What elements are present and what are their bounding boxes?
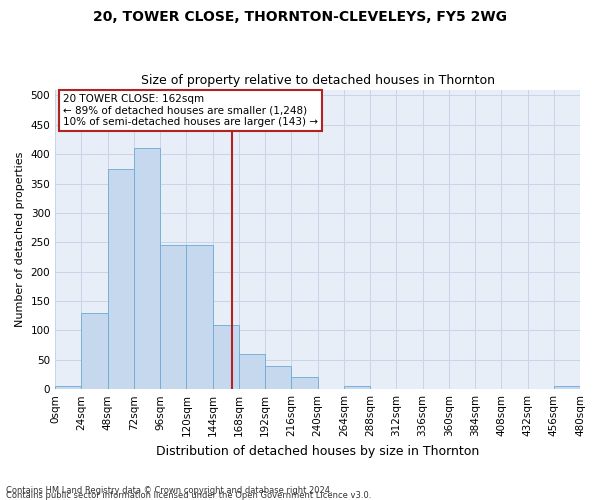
Bar: [134, 148, 160, 389]
Bar: [187, 245, 212, 389]
Bar: [107, 169, 134, 389]
Text: Contains public sector information licensed under the Open Government Licence v3: Contains public sector information licen…: [6, 491, 371, 500]
Text: 20 TOWER CLOSE: 162sqm
← 89% of detached houses are smaller (1,248)
10% of semi-: 20 TOWER CLOSE: 162sqm ← 89% of detached…: [63, 94, 318, 127]
Bar: [344, 386, 370, 389]
Bar: [212, 324, 239, 389]
Bar: [160, 245, 187, 389]
Title: Size of property relative to detached houses in Thornton: Size of property relative to detached ho…: [140, 74, 494, 87]
Bar: [239, 354, 265, 389]
Y-axis label: Number of detached properties: Number of detached properties: [15, 152, 25, 327]
Bar: [55, 386, 82, 389]
Text: 20, TOWER CLOSE, THORNTON-CLEVELEYS, FY5 2WG: 20, TOWER CLOSE, THORNTON-CLEVELEYS, FY5…: [93, 10, 507, 24]
X-axis label: Distribution of detached houses by size in Thornton: Distribution of detached houses by size …: [156, 444, 479, 458]
Bar: [292, 378, 317, 389]
Bar: [82, 313, 107, 389]
Text: Contains HM Land Registry data © Crown copyright and database right 2024.: Contains HM Land Registry data © Crown c…: [6, 486, 332, 495]
Bar: [265, 366, 292, 389]
Bar: [554, 386, 580, 389]
